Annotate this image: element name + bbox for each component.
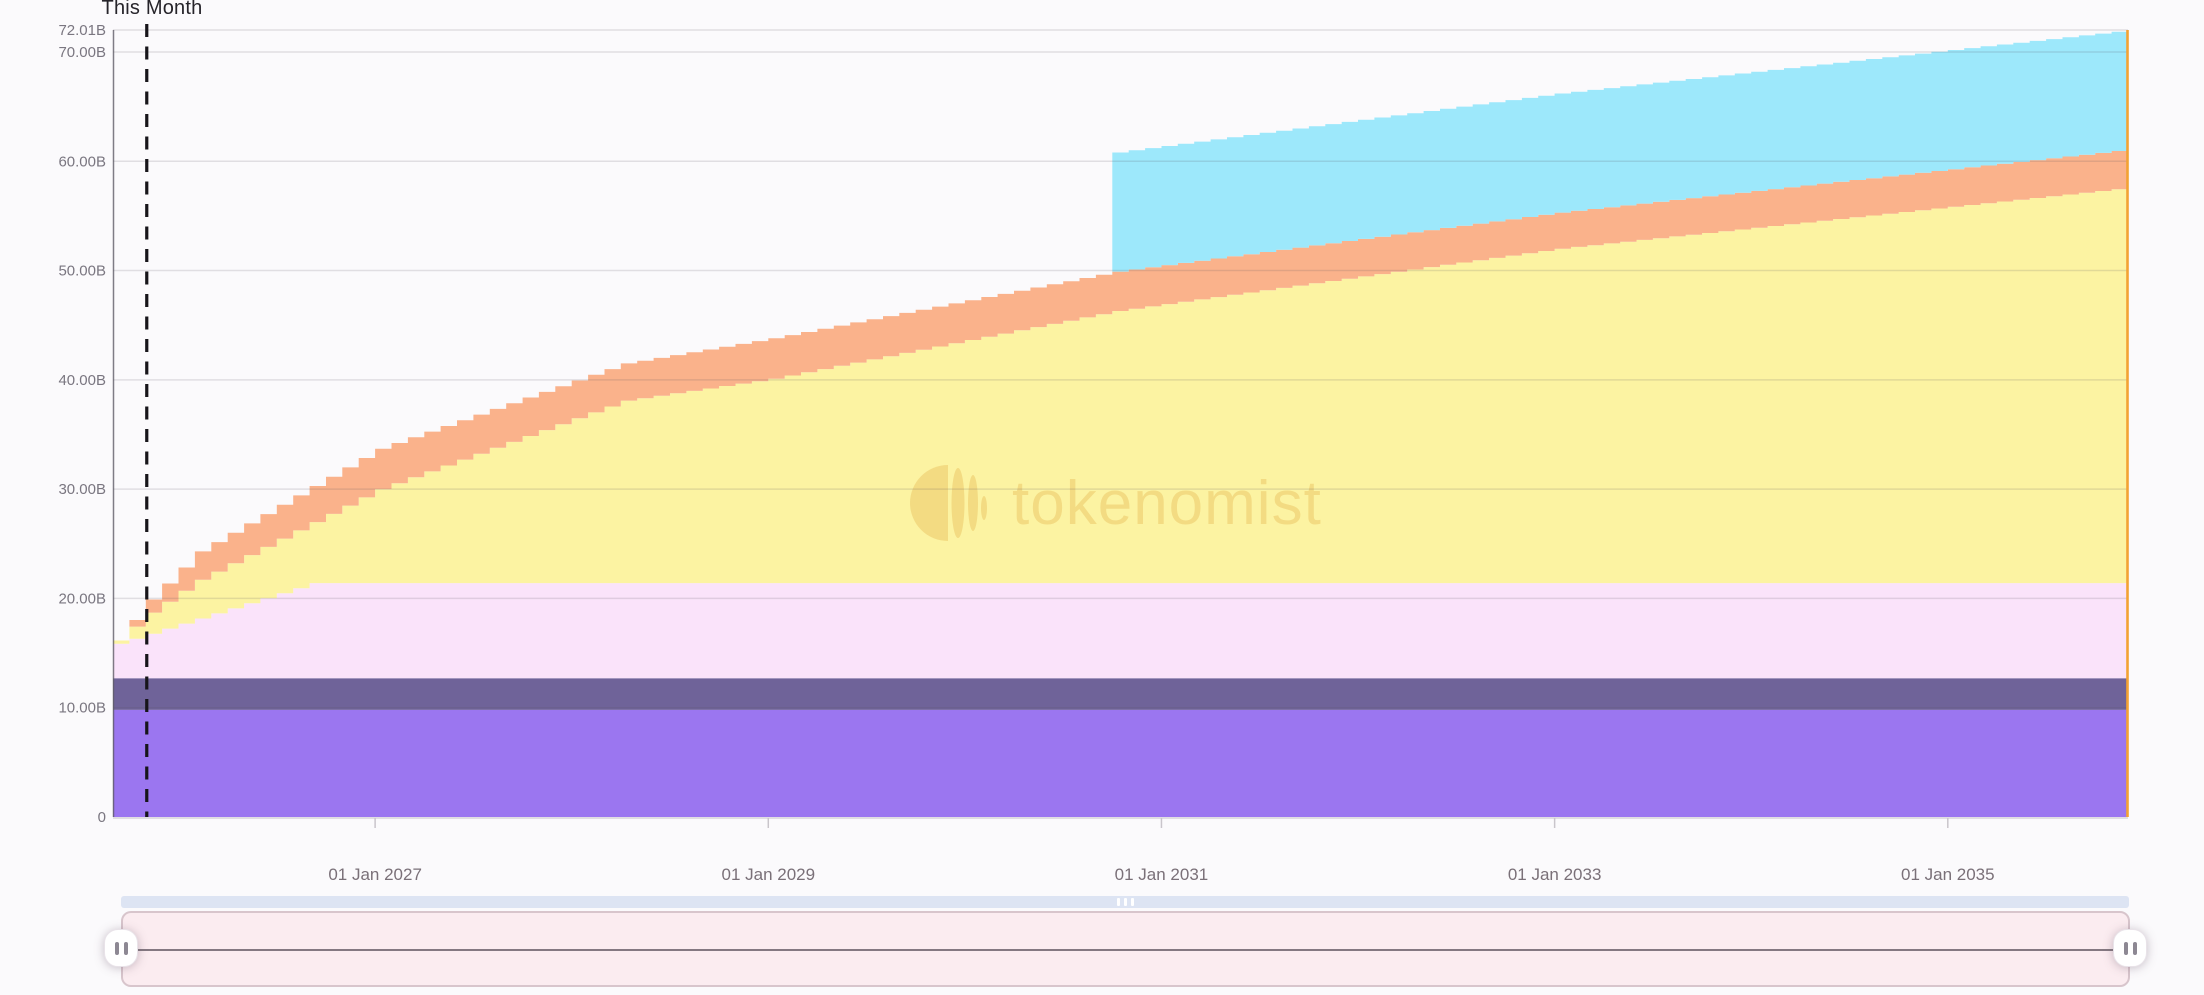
band-cyan-band[interactable] [1112,31,2128,272]
tokenomist-watermark: tokenomist [910,465,1322,541]
navigator-track[interactable] [121,911,2130,987]
x-axis-label: 01 Jan 2027 [328,865,422,884]
y-axis-label: 0 [98,809,106,826]
band-purple-band[interactable] [113,709,2128,817]
band-slate-band[interactable] [113,678,2128,710]
y-axis-label: 50.00B [58,263,106,280]
this-month-label: This Month [101,0,203,19]
y-axis-label: 40.00B [58,372,106,389]
y-axis-label: 60.00B [58,153,106,170]
y-axis-label: 10.00B [58,700,106,717]
y-axis-label: 20.00B [58,590,106,607]
x-axis-label: 01 Jan 2033 [1508,865,1602,884]
y-axis-label: 30.00B [58,481,106,498]
x-axis-label: 01 Jan 2031 [1115,865,1209,884]
band-salmon-band[interactable] [113,151,2128,641]
navigator-preview-line [125,949,2126,951]
x-axis-label: 01 Jan 2035 [1901,865,1995,884]
y-axis-label: 70.00B [58,44,106,61]
watermark-text: tokenomist [1012,469,1322,538]
navigator-left-handle[interactable] [104,929,138,967]
x-axis-label: 01 Jan 2029 [721,865,815,884]
scrollbar-grip-icon [1116,898,1134,906]
drag-handle-bars-icon [2123,941,2128,955]
y-axis-label: 72.01B [58,22,106,39]
drag-handle-bars-icon [114,941,119,955]
band-yellow-band[interactable] [113,189,2128,644]
navigator-scrollbar[interactable] [121,896,2129,908]
navigator-right-handle[interactable] [2113,929,2147,967]
band-pink-band[interactable] [113,583,2128,679]
